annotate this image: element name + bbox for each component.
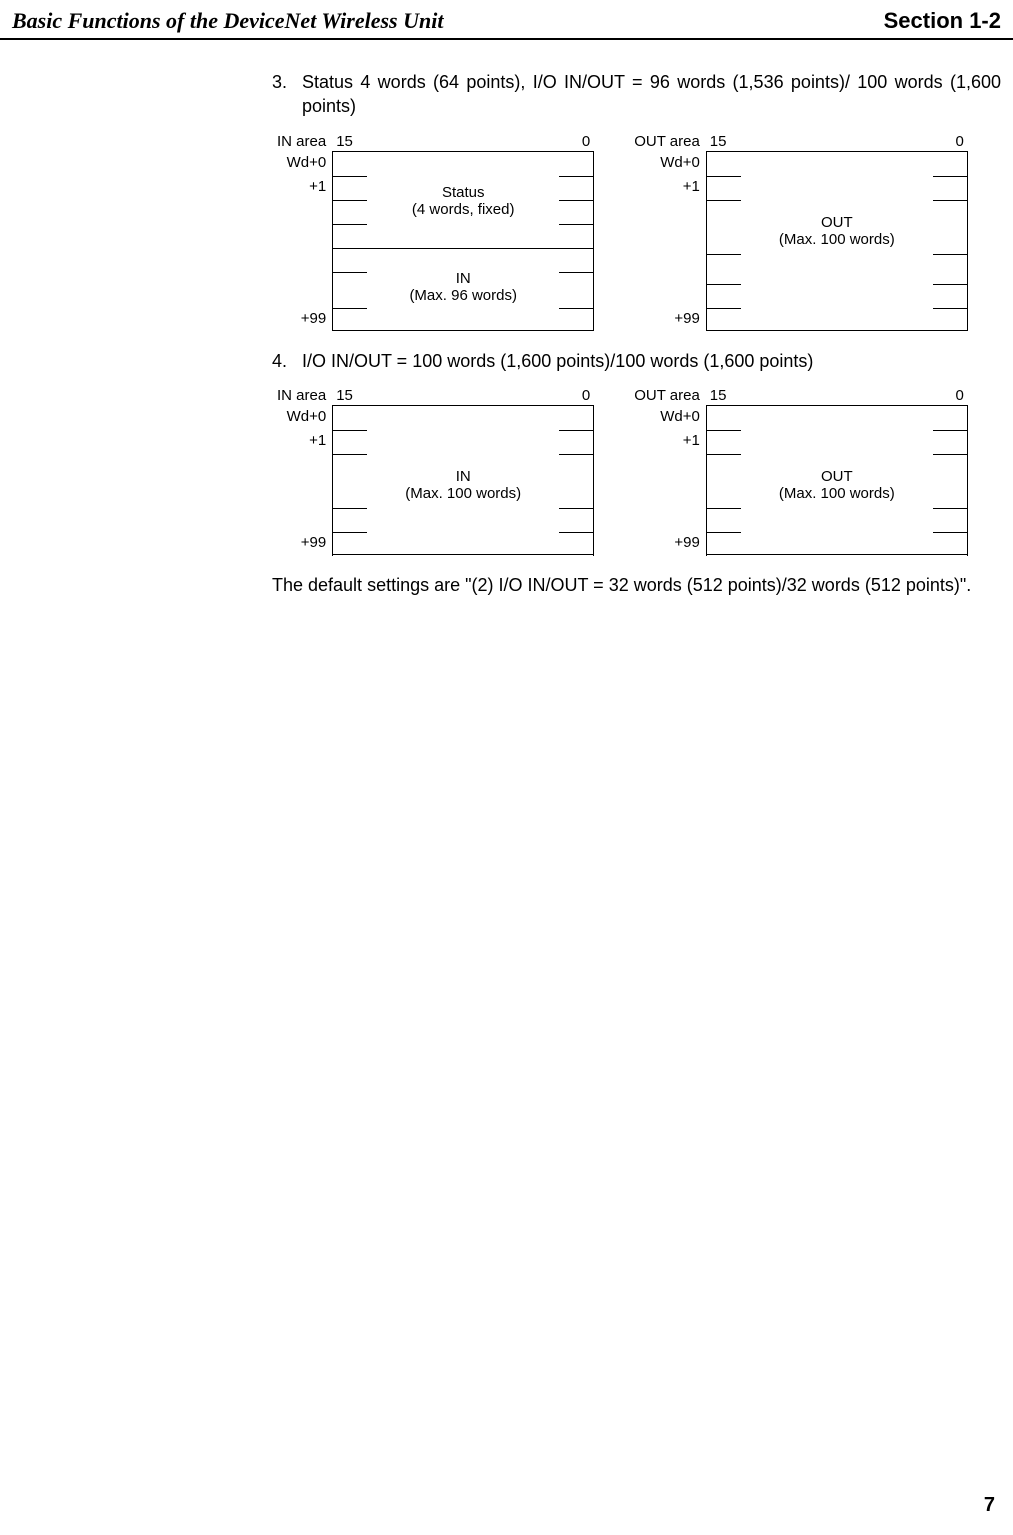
bit-header: 15 0 bbox=[332, 133, 594, 152]
bit-15: 15 bbox=[710, 387, 727, 405]
list-text: I/O IN/OUT = 100 words (1,600 points)/10… bbox=[302, 349, 1001, 373]
diagram1-in: IN area Wd+0 +1 +99 15 0 bbox=[277, 133, 594, 331]
diagram2-out: OUT area Wd+0 +1 +99 15 0 bbox=[634, 387, 968, 555]
header-title-right: Section 1-2 bbox=[884, 8, 1001, 34]
diagram1-out: OUT area Wd+0 +1 +99 15 0 bbox=[634, 133, 968, 331]
bit-15: 15 bbox=[336, 133, 353, 151]
out-caption: OUT (Max. 100 words) bbox=[707, 468, 967, 503]
row-labels: OUT area Wd+0 +1 +99 bbox=[634, 133, 706, 331]
bit-0: 0 bbox=[955, 133, 963, 151]
header-title-left: Basic Functions of the DeviceNet Wireles… bbox=[12, 8, 443, 34]
wd0-label: Wd+0 bbox=[660, 151, 700, 175]
area-label: IN area bbox=[277, 387, 326, 405]
bit-header: 15 0 bbox=[706, 387, 968, 406]
list-item-3: 3. Status 4 words (64 points), I/O IN/OU… bbox=[272, 70, 1001, 119]
in-caption: IN (Max. 100 words) bbox=[333, 468, 593, 503]
status-caption: Status (4 words, fixed) bbox=[333, 184, 593, 219]
plus1-label: +1 bbox=[683, 175, 700, 199]
map-box: OUT (Max. 100 words) bbox=[706, 152, 968, 331]
plus99-label: +99 bbox=[674, 531, 699, 555]
area-label: IN area bbox=[277, 133, 326, 151]
plus99-label: +99 bbox=[301, 531, 326, 555]
plus99-label: +99 bbox=[674, 307, 699, 331]
bit-0: 0 bbox=[582, 133, 590, 151]
footer-paragraph: The default settings are "(2) I/O IN/OUT… bbox=[272, 573, 1001, 597]
out-caption: OUT (Max. 100 words) bbox=[707, 214, 967, 249]
bit-header: 15 0 bbox=[332, 387, 594, 406]
list-item-4: 4. I/O IN/OUT = 100 words (1,600 points)… bbox=[272, 349, 1001, 373]
in-caption: IN (Max. 96 words) bbox=[333, 270, 593, 305]
bit-15: 15 bbox=[336, 387, 353, 405]
map-box: OUT (Max. 100 words) bbox=[706, 406, 968, 555]
list-number: 4. bbox=[272, 349, 302, 373]
page-number: 7 bbox=[984, 1494, 995, 1517]
list-text: Status 4 words (64 points), I/O IN/OUT =… bbox=[302, 70, 1001, 119]
plus1-label: +1 bbox=[683, 429, 700, 453]
wd0-label: Wd+0 bbox=[287, 405, 327, 429]
memory-map: 15 0 OUT (Max. 100 words) bbox=[706, 133, 968, 331]
memory-map: 15 0 OUT (Max. 100 words) bbox=[706, 387, 968, 555]
bit-header: 15 0 bbox=[706, 133, 968, 152]
map-box: Status (4 words, fixed) IN (Max. 96 word… bbox=[332, 152, 594, 331]
memory-map: 15 0 IN (Max. 100 words) bbox=[332, 387, 594, 555]
bit-0: 0 bbox=[582, 387, 590, 405]
diagram-1: IN area Wd+0 +1 +99 15 0 bbox=[12, 133, 1001, 331]
diagram-2: IN area Wd+0 +1 +99 15 0 bbox=[12, 387, 1001, 555]
plus1-label: +1 bbox=[309, 429, 326, 453]
area-label: OUT area bbox=[634, 387, 700, 405]
row-labels: IN area Wd+0 +1 +99 bbox=[277, 133, 332, 331]
wd0-label: Wd+0 bbox=[660, 405, 700, 429]
row-labels: IN area Wd+0 +1 +99 bbox=[277, 387, 332, 555]
bit-15: 15 bbox=[710, 133, 727, 151]
list-number: 3. bbox=[272, 70, 302, 119]
wd0-label: Wd+0 bbox=[287, 151, 327, 175]
plus99-label: +99 bbox=[301, 307, 326, 331]
map-box: IN (Max. 100 words) bbox=[332, 406, 594, 555]
area-label: OUT area bbox=[634, 133, 700, 151]
memory-map: 15 0 Status bbox=[332, 133, 594, 331]
diagram2-in: IN area Wd+0 +1 +99 15 0 bbox=[277, 387, 594, 555]
bit-0: 0 bbox=[955, 387, 963, 405]
plus1-label: +1 bbox=[309, 175, 326, 199]
page-header: Basic Functions of the DeviceNet Wireles… bbox=[0, 0, 1013, 40]
row-labels: OUT area Wd+0 +1 +99 bbox=[634, 387, 706, 555]
page-content: 3. Status 4 words (64 points), I/O IN/OU… bbox=[0, 40, 1013, 597]
